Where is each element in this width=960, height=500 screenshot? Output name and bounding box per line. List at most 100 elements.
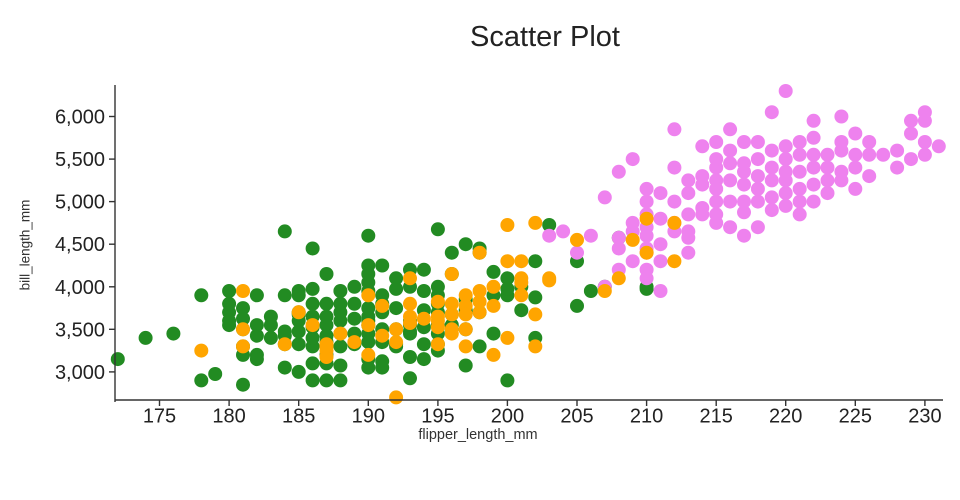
data-point-violet [667, 122, 682, 137]
y-axis-title: bill_length_mm [17, 199, 33, 291]
data-point-violet [764, 173, 779, 188]
data-point-violet [681, 173, 696, 188]
data-point-orange [277, 337, 292, 352]
data-point-orange [667, 254, 682, 269]
data-point-green [236, 301, 250, 316]
data-point-orange [458, 322, 473, 337]
data-point-orange [361, 288, 376, 303]
data-point-orange [236, 339, 250, 354]
data-point-violet [876, 147, 891, 162]
data-point-violet [890, 143, 905, 158]
data-point-violet [806, 113, 821, 128]
data-point-violet [917, 147, 932, 162]
data-point-violet [709, 194, 724, 209]
data-point-violet [611, 230, 626, 245]
data-point-orange [458, 307, 473, 322]
data-point-violet [890, 160, 905, 175]
data-point-orange [639, 211, 654, 226]
y-tick-label: 3,500 [55, 319, 105, 341]
data-point-violet [695, 139, 710, 154]
data-point-green [305, 373, 320, 388]
data-point-green [305, 356, 320, 371]
data-point-orange [625, 232, 640, 247]
data-point-green [416, 284, 431, 298]
data-point-orange [319, 339, 334, 354]
data-point-violet [764, 105, 779, 120]
data-point-violet [862, 147, 877, 162]
data-point-violet [709, 152, 724, 167]
data-point-violet [806, 130, 821, 145]
data-point-violet [848, 147, 863, 162]
data-point-orange [389, 390, 404, 405]
data-point-orange [486, 347, 501, 362]
data-point-orange [347, 335, 362, 350]
data-point-violet [570, 245, 584, 260]
data-point-green [319, 373, 334, 388]
data-point-violet [778, 139, 793, 154]
data-point-violet [904, 126, 918, 141]
data-point-green [138, 330, 153, 345]
data-point-violet [792, 207, 807, 222]
data-point-violet [820, 147, 835, 162]
data-point-orange [472, 294, 487, 309]
data-point-green [403, 350, 417, 364]
data-point-violet [737, 135, 751, 149]
data-point-green [361, 301, 376, 316]
x-tick-label: 210 [630, 406, 663, 428]
x-tick-label: 175 [143, 406, 176, 428]
data-point-green [263, 330, 278, 345]
data-point-violet [653, 237, 668, 252]
data-point-orange [667, 215, 682, 230]
data-point-violet [820, 160, 835, 175]
data-point-green [403, 371, 417, 386]
data-point-green [458, 358, 473, 373]
data-point-violet [750, 135, 765, 149]
data-point-violet [737, 177, 751, 192]
data-point-orange [528, 215, 543, 230]
data-point-violet [904, 113, 918, 128]
data-point-green [347, 279, 362, 294]
x-tick-label: 220 [769, 406, 802, 428]
data-point-violet [723, 122, 738, 137]
data-point-green [236, 377, 250, 392]
data-point-orange [430, 294, 445, 309]
data-point-green [305, 330, 320, 345]
data-point-violet [625, 254, 640, 269]
data-point-orange [333, 326, 348, 341]
data-point-orange [375, 328, 390, 343]
x-axis-title: flipper_length_mm [418, 427, 538, 443]
data-point-green [430, 279, 445, 294]
data-point-green [236, 311, 250, 326]
data-point-orange [472, 284, 487, 298]
data-point-green [375, 288, 390, 303]
data-point-orange [194, 343, 209, 358]
data-point-violet [653, 254, 668, 269]
x-tick-label: 180 [212, 406, 245, 428]
data-point-orange [458, 339, 473, 354]
data-point-violet [764, 160, 779, 175]
data-point-orange [528, 307, 543, 322]
data-point-violet [625, 152, 640, 167]
data-point-green [208, 367, 223, 381]
data-point-violet [723, 173, 738, 188]
data-point-green [291, 337, 306, 352]
data-point-orange [389, 335, 404, 350]
data-point-violet [737, 228, 751, 243]
data-point-green [333, 373, 348, 388]
x-tick-label: 230 [908, 406, 941, 428]
data-point-green [291, 364, 306, 379]
data-point-orange [236, 322, 250, 337]
data-point-violet [750, 181, 765, 196]
data-point-green [639, 281, 654, 296]
data-point-violet [639, 262, 654, 277]
data-point-orange [403, 271, 417, 286]
data-point-green [194, 373, 209, 388]
data-point-violet [792, 147, 807, 162]
data-point-orange [486, 298, 501, 313]
data-point-violet [931, 139, 946, 154]
data-point-violet [792, 135, 807, 149]
data-point-violet [653, 186, 668, 201]
data-point-green [416, 262, 431, 277]
